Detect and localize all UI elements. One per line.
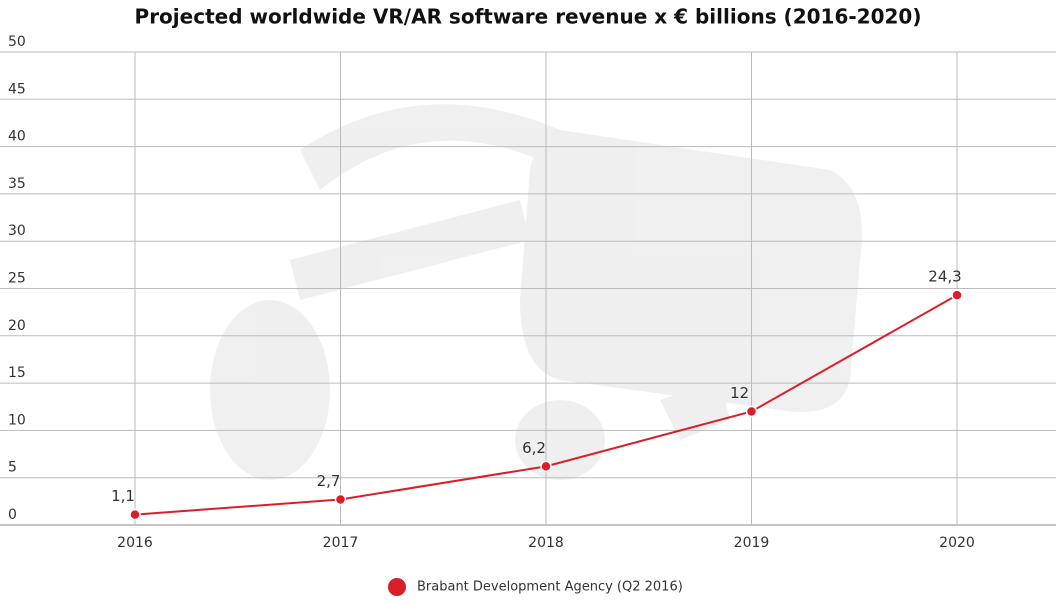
data-label: 1,1 bbox=[111, 487, 135, 505]
x-tick-label: 2020 bbox=[939, 535, 975, 551]
y-tick-label: 45 bbox=[8, 81, 26, 97]
point bbox=[541, 461, 551, 471]
point bbox=[336, 494, 346, 504]
y-tick-label: 35 bbox=[8, 176, 26, 192]
point bbox=[130, 510, 140, 520]
y-tick-label: 25 bbox=[8, 271, 26, 287]
chart-title: Projected worldwide VR/AR software reven… bbox=[135, 5, 922, 29]
x-tick-label: 2018 bbox=[528, 535, 564, 551]
y-tick-label: 10 bbox=[8, 412, 26, 428]
y-tick-label: 20 bbox=[8, 318, 26, 334]
data-label: 24,3 bbox=[928, 268, 961, 286]
data-label: 2,7 bbox=[317, 472, 341, 490]
y-tick-label: 30 bbox=[8, 223, 26, 239]
y-tick-label: 0 bbox=[8, 507, 17, 523]
chart: Projected worldwide VR/AR software reven… bbox=[0, 0, 1056, 598]
y-tick-label: 40 bbox=[8, 129, 26, 145]
point bbox=[952, 290, 962, 300]
data-label: 12 bbox=[730, 384, 749, 402]
y-tick-label: 50 bbox=[8, 34, 26, 50]
x-tick-label: 2019 bbox=[734, 535, 770, 551]
data-label: 6,2 bbox=[522, 439, 546, 457]
legend-marker bbox=[388, 578, 406, 596]
y-tick-label: 15 bbox=[8, 365, 26, 381]
point bbox=[747, 406, 757, 416]
legend-label: Brabant Development Agency (Q2 2016) bbox=[417, 580, 683, 595]
x-tick-label: 2017 bbox=[323, 535, 359, 551]
background-illustration bbox=[210, 104, 862, 480]
x-tick-label: 2016 bbox=[117, 535, 153, 551]
y-tick-label: 5 bbox=[8, 460, 17, 476]
